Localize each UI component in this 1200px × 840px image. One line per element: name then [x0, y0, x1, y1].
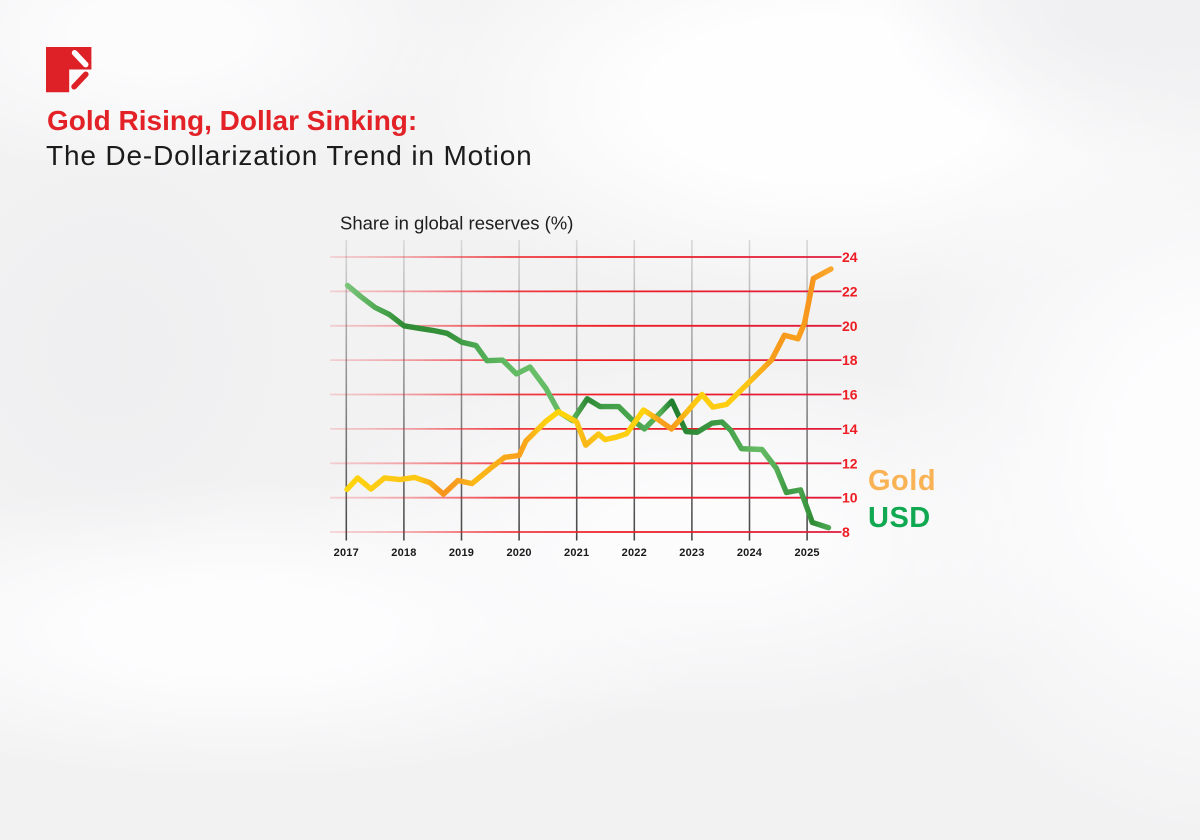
- svg-text:2023: 2023: [679, 547, 704, 559]
- svg-text:2017: 2017: [334, 547, 359, 559]
- svg-text:22: 22: [842, 283, 858, 299]
- svg-text:24: 24: [842, 249, 858, 265]
- svg-text:8: 8: [842, 524, 850, 540]
- svg-text:16: 16: [842, 387, 858, 403]
- svg-text:2022: 2022: [622, 547, 647, 559]
- svg-text:2025: 2025: [794, 547, 819, 559]
- svg-text:2018: 2018: [391, 547, 416, 559]
- svg-text:Share in global reserves (%): Share in global reserves (%): [340, 213, 573, 234]
- svg-text:10: 10: [842, 490, 858, 506]
- svg-text:2024: 2024: [737, 547, 763, 559]
- svg-text:14: 14: [842, 421, 858, 437]
- svg-text:18: 18: [842, 352, 858, 368]
- svg-text:20: 20: [842, 318, 858, 334]
- svg-text:2020: 2020: [506, 547, 531, 559]
- svg-text:2021: 2021: [564, 547, 589, 559]
- svg-text:2019: 2019: [449, 547, 474, 559]
- svg-text:12: 12: [842, 455, 858, 471]
